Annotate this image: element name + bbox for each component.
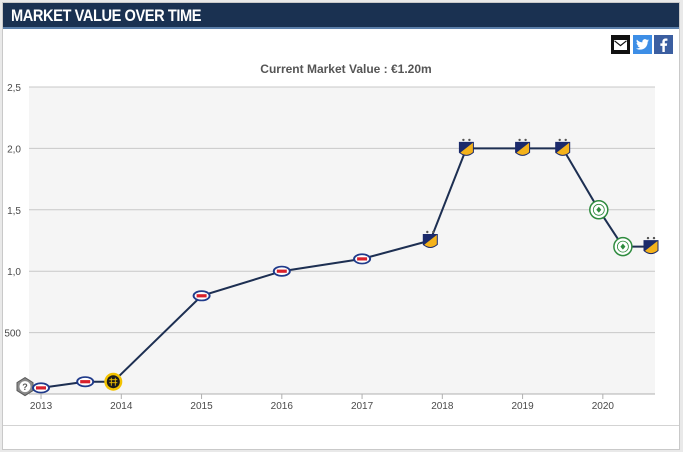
- club-marker-valerenga[interactable]: [353, 253, 372, 265]
- panel-footer-divider: [3, 425, 679, 426]
- y-tick-label: 1,0: [7, 267, 21, 278]
- share-email-button[interactable]: [611, 35, 630, 54]
- x-tick-label: 2019: [511, 401, 534, 412]
- club-marker-valerenga[interactable]: [32, 382, 50, 394]
- share-twitter-button[interactable]: [633, 35, 652, 54]
- y-tick-label: 2,0: [7, 144, 21, 155]
- envelope-icon: [614, 39, 627, 50]
- chart-subtitle: Current Market Value : €1.20m: [260, 62, 431, 76]
- plot-area: [29, 87, 655, 394]
- club-marker-unknown[interactable]: ?: [16, 377, 34, 397]
- club-marker-apoel[interactable]: [515, 138, 531, 156]
- share-facebook-button[interactable]: [654, 35, 673, 54]
- y-tick-label: 1,5: [7, 206, 21, 217]
- svg-text:?: ?: [22, 382, 28, 392]
- x-tick-label: 2015: [190, 401, 213, 412]
- x-axis-ticks: 2013 2014 2015 2016 2017 2018 2019 2020: [30, 394, 614, 412]
- panel-header: MARKET VALUE OVER TIME: [3, 3, 679, 29]
- facebook-icon: [660, 37, 668, 52]
- x-tick-label: 2017: [351, 401, 374, 412]
- club-marker-valerenga[interactable]: [272, 265, 291, 277]
- panel-title: MARKET VALUE OVER TIME: [11, 6, 202, 25]
- y-tick-label: 2,5: [7, 83, 21, 94]
- x-tick-label: 2020: [592, 401, 615, 412]
- x-tick-label: 2016: [271, 401, 294, 412]
- club-marker-apoel[interactable]: [458, 138, 474, 156]
- twitter-icon: [636, 39, 649, 50]
- club-markers: ?: [16, 138, 659, 397]
- club-marker-yellow-black[interactable]: [104, 372, 123, 391]
- y-axis-ticks: 500 1,0 1,5 2,0 2,5: [4, 83, 21, 340]
- x-tick-label: 2013: [30, 401, 53, 412]
- club-marker-apoel[interactable]: [555, 138, 571, 156]
- x-tick-label: 2018: [431, 401, 454, 412]
- club-marker-valerenga[interactable]: [76, 376, 95, 388]
- club-marker-green[interactable]: [613, 236, 633, 257]
- club-marker-apoel[interactable]: [422, 230, 438, 248]
- club-marker-green[interactable]: [589, 200, 609, 220]
- x-tick-label: 2014: [110, 401, 133, 412]
- club-marker-apoel[interactable]: [643, 236, 659, 255]
- y-tick-label: 500: [4, 329, 21, 340]
- club-marker-valerenga[interactable]: [192, 290, 211, 302]
